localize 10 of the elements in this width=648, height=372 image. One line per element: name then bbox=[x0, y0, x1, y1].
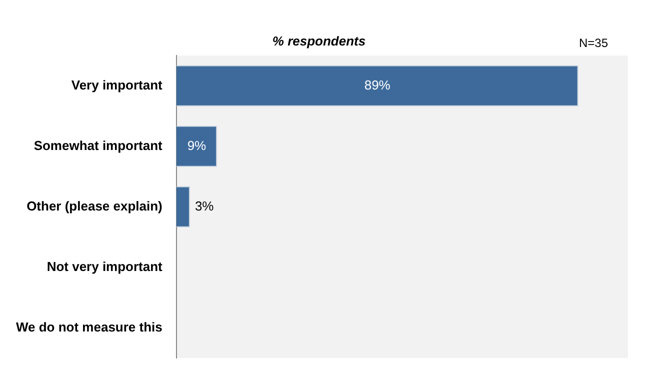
chart-title: % respondents bbox=[272, 33, 366, 48]
y-tick-label: Not very important bbox=[46, 258, 164, 274]
y-tick-label: Somewhat important bbox=[34, 138, 164, 153]
data-label: 89% bbox=[364, 77, 391, 92]
y-tick-label: We do not measure this bbox=[16, 319, 162, 334]
text: N=35 bbox=[578, 36, 608, 50]
y-tick-label: Other (please explain) bbox=[26, 198, 162, 214]
data-label: 3% bbox=[194, 198, 214, 214]
data-label: 9% bbox=[187, 138, 207, 153]
y-tick-label: Very important bbox=[71, 77, 164, 92]
